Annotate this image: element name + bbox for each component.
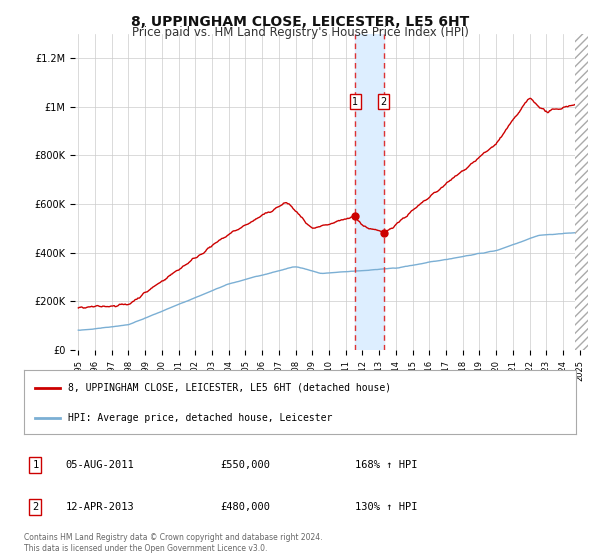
Text: 1: 1	[352, 97, 358, 107]
Bar	[575, 34, 588, 350]
Text: 130% ↑ HPI: 130% ↑ HPI	[355, 502, 418, 512]
Text: 2: 2	[380, 97, 387, 107]
Text: 2: 2	[32, 502, 38, 512]
Text: Contains HM Land Registry data © Crown copyright and database right 2024.
This d: Contains HM Land Registry data © Crown c…	[24, 533, 323, 553]
Text: HPI: Average price, detached house, Leicester: HPI: Average price, detached house, Leic…	[68, 413, 332, 423]
Text: 168% ↑ HPI: 168% ↑ HPI	[355, 460, 418, 470]
Text: Price paid vs. HM Land Registry's House Price Index (HPI): Price paid vs. HM Land Registry's House …	[131, 26, 469, 39]
Text: 05-AUG-2011: 05-AUG-2011	[65, 460, 134, 470]
Text: 8, UPPINGHAM CLOSE, LEICESTER, LE5 6HT: 8, UPPINGHAM CLOSE, LEICESTER, LE5 6HT	[131, 15, 469, 29]
Text: 12-APR-2013: 12-APR-2013	[65, 502, 134, 512]
Text: 1: 1	[32, 460, 38, 470]
Text: £480,000: £480,000	[220, 502, 270, 512]
Bar	[355, 34, 383, 350]
Text: £550,000: £550,000	[220, 460, 270, 470]
Text: 8, UPPINGHAM CLOSE, LEICESTER, LE5 6HT (detached house): 8, UPPINGHAM CLOSE, LEICESTER, LE5 6HT (…	[68, 382, 391, 393]
